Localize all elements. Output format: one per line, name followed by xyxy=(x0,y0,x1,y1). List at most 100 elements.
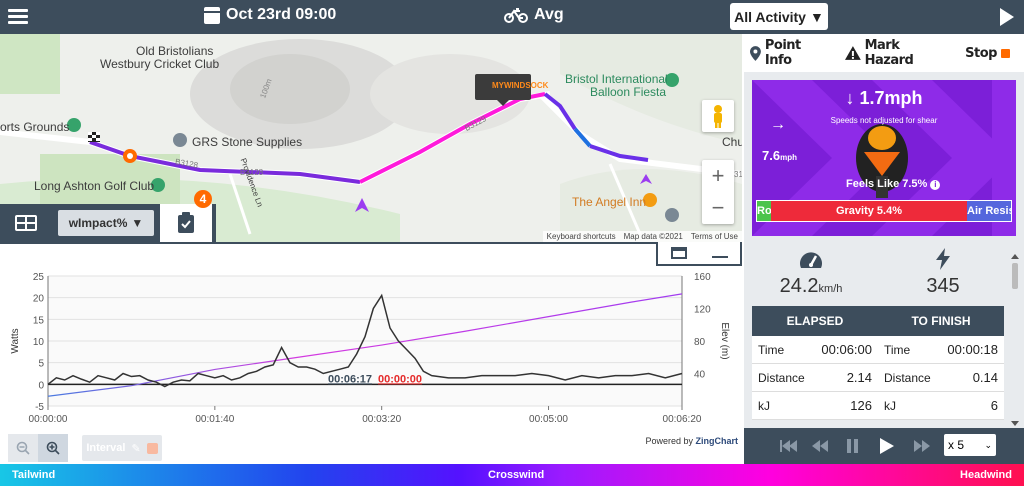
checklist-button[interactable]: 4 xyxy=(160,190,212,242)
activity-select-label: All Activity xyxy=(734,8,806,25)
terms-link[interactable]: Terms of Use xyxy=(690,232,738,241)
map-label-road-31: 31 xyxy=(734,170,742,179)
x-tick-label: 00:01:40 xyxy=(195,414,234,425)
speed-value: 24.2 xyxy=(779,275,819,297)
chart-zoom-in-button[interactable] xyxy=(38,434,68,462)
rolling-label: Ro xyxy=(757,205,771,217)
table-row: kJ 126 xyxy=(752,392,878,420)
x-tick-label: 00:05:00 xyxy=(529,414,568,425)
map-label-stone: GRS Stone Supplies xyxy=(192,135,303,149)
row-value: 2.14 xyxy=(846,370,872,385)
keyboard-shortcuts-link[interactable]: Keyboard shortcuts xyxy=(546,232,616,241)
speed-unit: km/h xyxy=(818,283,843,295)
arrow-right-icon: → xyxy=(770,116,786,133)
pause-icon[interactable] xyxy=(847,439,858,453)
y-left-tick-label: 15 xyxy=(33,315,45,326)
chevron-down-icon: ⌄ xyxy=(984,439,992,450)
strava-icon xyxy=(1001,48,1010,58)
row-label: Time xyxy=(758,342,785,357)
row-value: 0.14 xyxy=(972,370,998,385)
lightning-icon xyxy=(936,248,950,270)
tab-mark-hazard[interactable]: Mark Hazard xyxy=(844,38,951,68)
shear-note: Speeds not adjusted for shear xyxy=(830,116,938,125)
scroll-thumb[interactable] xyxy=(1012,263,1018,289)
street-view-pegman-icon[interactable] xyxy=(702,100,734,132)
sidebar-scrollbar[interactable] xyxy=(1010,240,1020,426)
playback-controls: x 5 ⌄ xyxy=(744,428,1024,464)
crosswind-speed-value: 7.6 xyxy=(762,148,781,163)
edit-icon: ✎ xyxy=(131,442,141,455)
live-stats: 24.2km/h 345 xyxy=(744,244,1014,304)
arrow-down-icon: ↓ xyxy=(845,88,860,108)
hamburger-menu-icon[interactable] xyxy=(8,6,28,26)
map-view[interactable]: MYWINDSOCK Old Bristolians Westbury Cric… xyxy=(0,34,742,242)
headwind-speed: ↓ 1.7mph xyxy=(752,88,1016,109)
power-elevation-chart[interactable]: 25 20 15 10 5 0 -5 160 120 80 40 00:00:00 00:01:40 00… xyxy=(0,262,742,450)
bicycle-icon xyxy=(504,8,528,23)
y-left-tick-label: 20 xyxy=(33,294,45,305)
chart-view-controls xyxy=(656,242,742,266)
y-right-tick-label: 80 xyxy=(694,337,706,348)
headwind-speed-value: 1.7mph xyxy=(859,88,923,108)
playback-speed-select[interactable]: x 5 ⌄ xyxy=(944,434,996,456)
play-icon[interactable] xyxy=(880,438,894,454)
y-left-tick-label: 0 xyxy=(38,380,44,391)
chart-zoom-out-button[interactable] xyxy=(8,434,38,462)
y-right-tick-label: 40 xyxy=(694,370,706,381)
power-value: 345 xyxy=(926,275,960,297)
mode-label: Avg xyxy=(534,6,564,23)
grid-view-icon[interactable] xyxy=(4,208,48,238)
y-left-tick-label: 10 xyxy=(33,337,45,348)
wind-legend-bar: Tailwind Crosswind Headwind xyxy=(0,464,1024,486)
y-left-tick-label: 5 xyxy=(38,359,44,370)
row-value: 00:00:18 xyxy=(947,342,998,357)
speed-readout: 24.2km/h xyxy=(766,275,856,298)
tab-point-info[interactable]: Point Info xyxy=(750,38,831,68)
strava-icon xyxy=(146,442,158,454)
zoom-in-button[interactable]: + xyxy=(711,163,725,188)
window-icon[interactable] xyxy=(670,247,687,259)
fast-forward-icon[interactable] xyxy=(914,440,930,452)
table-row: Distance 2.14 xyxy=(752,364,878,392)
warning-icon xyxy=(844,46,861,60)
caret-down-icon: ▼ xyxy=(131,216,144,230)
zoom-out-icon xyxy=(16,441,30,455)
x-tick-label: 00:06:20 xyxy=(663,414,702,425)
sidebar-tabs: Point Info Mark Hazard Stop xyxy=(744,34,1024,72)
scroll-down-icon[interactable] xyxy=(1011,421,1019,426)
map-label-cricket-2: Westbury Cricket Club xyxy=(100,57,220,71)
tab-stop[interactable]: Stop xyxy=(965,46,1010,61)
metric-dropdown[interactable]: wImpact% ▼ xyxy=(58,210,154,236)
activity-select[interactable]: All Activity ▼ xyxy=(730,3,828,30)
skip-back-icon[interactable] xyxy=(780,440,797,452)
y-right-tick-label: 120 xyxy=(694,305,711,316)
speed-stat: 24.2km/h xyxy=(766,248,856,298)
minimize-icon[interactable] xyxy=(711,256,728,258)
y-left-tick-label: -5 xyxy=(35,402,44,413)
metric-dropdown-label: wImpact% xyxy=(68,216,128,230)
map-label-balloon-2: Balloon Fiesta xyxy=(590,85,667,99)
crosswind-label: Crosswind xyxy=(488,469,545,481)
powered-by: Powered by ZingChart xyxy=(645,436,738,446)
play-icon[interactable] xyxy=(1000,8,1014,26)
feels-like-text: Feels Like 7.5% xyxy=(846,178,928,190)
row-value: 6 xyxy=(990,398,998,413)
interval-label: Interval xyxy=(86,442,126,454)
zingchart-link[interactable]: ZingChart xyxy=(695,436,739,446)
cursor-time-label: 00:06:17 xyxy=(328,373,372,385)
scroll-up-icon[interactable] xyxy=(1011,254,1019,259)
info-icon[interactable]: i xyxy=(930,180,941,190)
zoom-in-icon xyxy=(46,441,60,455)
interval-button[interactable]: Interval ✎ xyxy=(82,435,162,461)
map-zoom-control: + − xyxy=(702,160,734,224)
date-selector[interactable]: Oct 23rd 09:00 xyxy=(204,6,336,24)
mode-selector[interactable]: Avg xyxy=(504,6,564,24)
playback-speed-label: x 5 xyxy=(948,438,965,452)
zoom-out-button[interactable]: − xyxy=(711,195,725,220)
table-row: kJ 6 xyxy=(878,392,1004,420)
mywindsock-badge[interactable]: MYWINDSOCK xyxy=(492,81,549,90)
map-label-golf: Long Ashton Golf Club xyxy=(34,179,155,193)
to-finish-table: TO FINISH Time 00:00:18 Distance 0.14 kJ 6 xyxy=(878,306,1004,420)
rewind-icon[interactable] xyxy=(812,440,828,452)
date-label: Oct 23rd 09:00 xyxy=(226,6,337,23)
